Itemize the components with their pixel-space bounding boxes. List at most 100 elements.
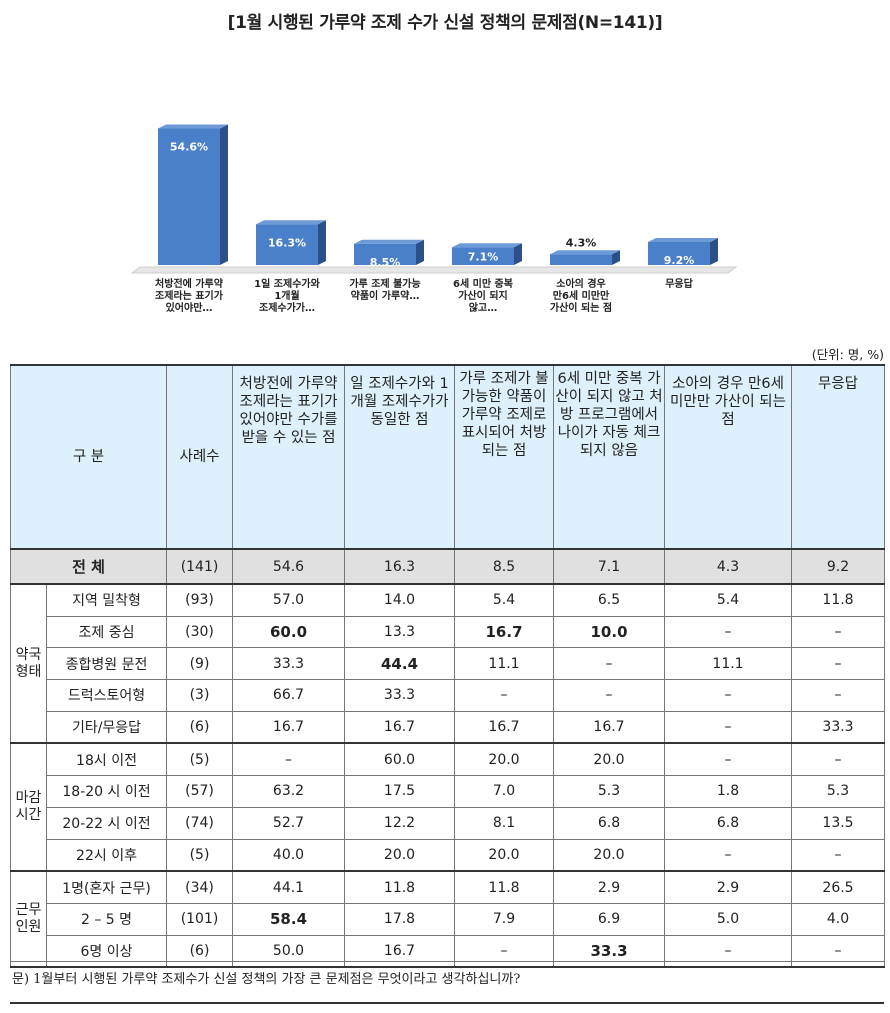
- row-value: 20.0: [553, 742, 666, 777]
- results-table: 구 분 사례수 처방전에 가루약 조제라는 표기가 있어야만 수가를 받을 수 …: [9, 364, 886, 969]
- chart-floor: [130, 266, 738, 274]
- table-body: 전 체 (141) 54.6 16.3 8.5 7.1 4.3 9.2 약국 형…: [9, 548, 886, 969]
- table-row-total: 전 체 (141) 54.6 16.3 8.5 7.1 4.3 9.2: [9, 548, 886, 585]
- row-value: 8.1: [454, 806, 555, 840]
- bar-top: [158, 124, 228, 129]
- header-col-5-text: 소아의 경우 만6세 미만만 가산이 되는 점: [670, 376, 786, 428]
- row-value: 16.7: [344, 710, 456, 745]
- bar-side: [318, 220, 326, 265]
- row-n: (5): [166, 742, 234, 777]
- row-n: (9): [166, 647, 234, 681]
- bar-top: [452, 243, 522, 248]
- bar-value-label: 8.5%: [370, 256, 401, 269]
- row-value: 16.7: [454, 710, 555, 745]
- header-col-1: 처방전에 가루약 조제라는 표기가 있어야만 수가를 받을 수 있는 점: [232, 364, 346, 550]
- row-label: 2 – 5 명: [45, 902, 168, 936]
- table-row: 드럭스토어형 (3) 66.7 33.3– – – –: [11, 679, 886, 712]
- row-value: 13.3: [344, 615, 456, 649]
- row-value: 44.4: [344, 647, 456, 681]
- chart-title: [1월 시행된 가루약 조제 수가 신설 정책의 문제점(N=141)]: [227, 13, 663, 33]
- header-col-4: 6세 미만 중복 가산이 되지 않고 처방 프로그램에서 나이가 자동 체크 되…: [553, 364, 666, 550]
- row-value: 11.8: [344, 870, 456, 904]
- row-value: –: [664, 742, 793, 777]
- bar-side: [416, 239, 424, 265]
- row-label: 종합병원 문전: [45, 647, 168, 681]
- row-value: –: [454, 679, 555, 712]
- row-value: 10.0: [553, 615, 666, 649]
- x-tick-label: 무응답: [665, 278, 693, 290]
- row-value: 6.9: [553, 902, 666, 936]
- table-row: 20-22 시 이전 (74) 52.7 12.2 8.1 6.8 6.8 13.5: [11, 806, 886, 840]
- row-value: 50.0: [232, 934, 346, 969]
- row-n: (6): [166, 710, 234, 745]
- row-value: –: [791, 838, 886, 873]
- row-label: 지역 밀착형: [45, 583, 168, 617]
- row-value: 20.0: [344, 838, 456, 873]
- bottom-rule: [10, 1002, 884, 1004]
- table-row: 종합병원 문전 (9) 33.3 44.4 11.1–11.1–: [11, 647, 886, 681]
- row-value: 6.5: [553, 583, 666, 617]
- row-n: (93): [166, 583, 234, 617]
- highlight-value: 58.4: [270, 910, 308, 929]
- row-value: 52.7: [232, 806, 346, 840]
- row-value: –: [664, 615, 793, 649]
- row-value: 16.7: [553, 710, 666, 745]
- row-value: 2.9: [553, 870, 666, 904]
- total-value: 9.2: [791, 548, 886, 585]
- header-col-2: 일 조제수가와 1개월 조제수가가 동일한 점: [344, 364, 456, 550]
- header-col-5: 소아의 경우 만6세 미만만 가산이 되는 점: [664, 364, 793, 550]
- table-row: 조제 중심 (30) 60.0 13.3 16.7 10.0 – –: [11, 615, 886, 649]
- row-value: 7.0: [454, 775, 555, 808]
- total-label: 전 체: [9, 548, 168, 585]
- x-tick-label: 소아의 경우 만6세 미만만 가산이 되는 점: [550, 277, 612, 314]
- total-value: 4.3: [664, 548, 793, 585]
- row-value: 16.7: [232, 710, 346, 745]
- row-value: 63.2: [232, 775, 346, 808]
- table-header-row: 구 분 사례수 처방전에 가루약 조제라는 표기가 있어야만 수가를 받을 수 …: [9, 364, 886, 550]
- header-col-1-text: 처방전에 가루약 조제라는 표기가 있어야만 수가를 받을 수 있는 점: [239, 376, 338, 446]
- row-label: 드럭스토어형: [45, 679, 168, 712]
- bar-chart: 54.6% 처방전에 가루약 조제라는 표기가 있어야만… 16.3% 1일 조제수가와 1…: [130, 124, 738, 314]
- row-label: 기타/무응답: [45, 710, 168, 745]
- x-tick-label: 처방전에 가루약 조제라는 표기가 있어야만…: [155, 277, 224, 314]
- row-n: (57): [166, 775, 234, 808]
- row-value: 66.7: [232, 679, 346, 712]
- row-label: 6명 이상: [45, 934, 168, 969]
- row-label: 18-20 시 이전: [45, 775, 168, 808]
- row-value: 7.9: [454, 902, 555, 936]
- row-value: –: [791, 647, 886, 681]
- bar: [158, 128, 220, 265]
- row-value: –: [791, 615, 886, 649]
- table-row: 6명 이상 (6) 50.0 16.7–33.3– –: [11, 934, 886, 969]
- footnote-divider: [10, 961, 884, 962]
- row-label: 20-22 시 이전: [45, 806, 168, 840]
- row-value: 5.3: [791, 775, 886, 808]
- row-value: 4.0: [791, 902, 886, 936]
- row-value: 17.8: [344, 902, 456, 936]
- total-value: 8.5: [454, 548, 555, 585]
- row-label: 22시 이후: [45, 838, 168, 873]
- row-value: 11.1: [454, 647, 555, 681]
- row-value: 20.0: [454, 838, 555, 873]
- row-n: (74): [166, 806, 234, 840]
- highlight-value: 16.7: [485, 623, 523, 642]
- row-n: (34): [166, 870, 234, 904]
- row-value: –: [664, 679, 793, 712]
- highlight-value: 44.4: [381, 654, 419, 673]
- table-row: 22시 이후 (5) 40.0 20.0 20.0 20.0– –: [11, 838, 886, 873]
- row-value: –: [553, 679, 666, 712]
- row-value: 17.5: [344, 775, 456, 808]
- row-value: 33.3: [344, 679, 456, 712]
- highlight-value: 10.0: [590, 623, 628, 642]
- header-col-2-text: 일 조제수가와 1개월 조제수가가 동일한 점: [350, 376, 449, 428]
- row-value: –: [664, 838, 793, 873]
- bar: [550, 254, 612, 265]
- row-n: (3): [166, 679, 234, 712]
- row-value: 11.8: [454, 870, 555, 904]
- row-label: 조제 중심: [45, 615, 168, 649]
- header-col-6: 무응답: [791, 364, 886, 550]
- row-label: 18시 이전: [45, 742, 168, 777]
- row-n: (5): [166, 838, 234, 873]
- bar-value-label: 54.6%: [170, 141, 208, 154]
- bar-side: [612, 250, 620, 265]
